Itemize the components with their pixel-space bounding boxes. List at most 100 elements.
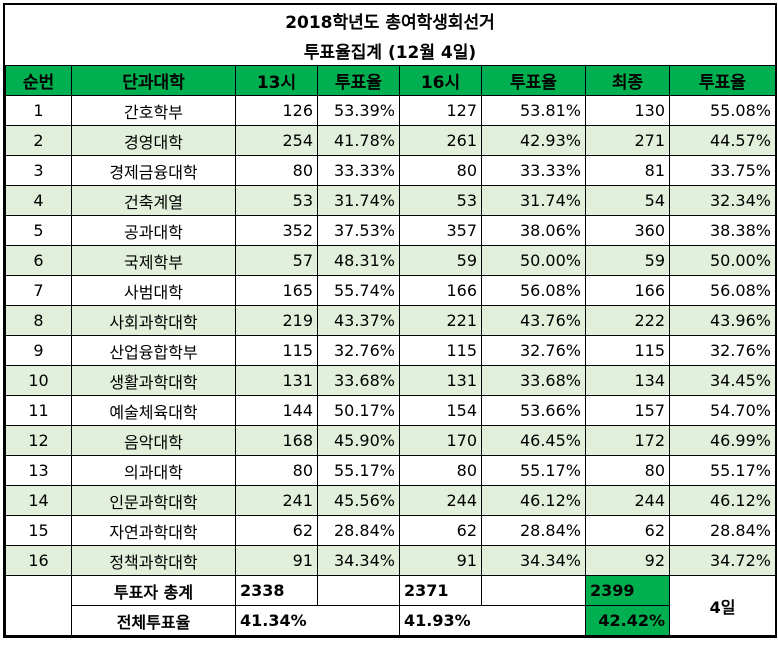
row-no: 6 xyxy=(5,245,72,276)
row-no: 7 xyxy=(5,275,72,306)
row-count-13h: 352 xyxy=(235,215,318,246)
total-blank-13 xyxy=(317,575,400,606)
table-row: 5 공과대학 352 37.53% 357 38.06% 360 38.38% xyxy=(5,215,776,246)
row-rate-16h: 43.76% xyxy=(481,305,586,336)
row-rate-13h: 50.17% xyxy=(317,395,400,426)
row-no: 13 xyxy=(5,455,72,486)
table-row: 2 경영대학 254 41.78% 261 42.93% 271 44.57% xyxy=(5,125,776,156)
header-final: 최종 xyxy=(585,65,670,96)
header-rate-13h: 투표율 xyxy=(317,65,400,96)
row-count-16h: 154 xyxy=(399,395,482,426)
title-line-2: 투표율집계 (12월 4일) xyxy=(303,42,477,63)
table-row: 4 건축계열 53 31.74% 53 31.74% 54 32.34% xyxy=(5,185,776,216)
row-count-13h: 80 xyxy=(235,455,318,486)
title-line-1: 2018학년도 총여학생회선거 xyxy=(285,12,495,33)
row-rate-13h: 43.37% xyxy=(317,305,400,336)
row-college: 의과대학 xyxy=(71,455,236,486)
table-row: 3 경제금융대학 80 33.33% 80 33.33% 81 33.75% xyxy=(5,155,776,186)
table-row: 8 사회과학대학 219 43.37% 221 43.76% 222 43.96% xyxy=(5,305,776,336)
row-count-16h: 80 xyxy=(399,455,482,486)
header-rate-16h: 투표율 xyxy=(481,65,586,96)
table-row: 7 사범대학 165 55.74% 166 56.08% 166 56.08% xyxy=(5,275,776,306)
header-row: 순번 단과대학 13시 투표율 16시 투표율 최종 투표율 xyxy=(5,65,776,96)
table-row: 12 음악대학 168 45.90% 170 46.45% 172 46.99% xyxy=(5,425,776,456)
total-blank-16 xyxy=(481,575,586,606)
row-rate-16h: 33.68% xyxy=(481,365,586,396)
row-count-16h: 244 xyxy=(399,485,482,516)
row-rate-16h: 31.74% xyxy=(481,185,586,216)
row-rate-16h: 38.06% xyxy=(481,215,586,246)
header-no: 순번 xyxy=(5,65,72,96)
row-no: 9 xyxy=(5,335,72,366)
row-count-16h: 357 xyxy=(399,215,482,246)
row-rate-final: 34.72% xyxy=(669,545,776,576)
row-count-final: 130 xyxy=(585,95,670,126)
row-count-16h: 131 xyxy=(399,365,482,396)
row-rate-16h: 32.76% xyxy=(481,335,586,366)
row-college: 공과대학 xyxy=(71,215,236,246)
vote-tally-sheet: 2018학년도 총여학생회선거 투표율집계 (12월 4일) 순번 단과대학 1… xyxy=(3,3,777,638)
row-no: 3 xyxy=(5,155,72,186)
row-rate-13h: 41.78% xyxy=(317,125,400,156)
row-college: 국제학부 xyxy=(71,245,236,276)
row-count-final: 244 xyxy=(585,485,670,516)
row-count-16h: 62 xyxy=(399,515,482,546)
table-row: 1 간호학부 126 53.39% 127 53.81% 130 55.08% xyxy=(5,95,776,126)
row-no: 16 xyxy=(5,545,72,576)
rate-final: 42.42% xyxy=(585,605,670,636)
row-count-13h: 115 xyxy=(235,335,318,366)
row-rate-16h: 33.33% xyxy=(481,155,586,186)
total-label: 투표자 총계 xyxy=(71,575,236,606)
row-rate-13h: 55.17% xyxy=(317,455,400,486)
row-rate-13h: 33.68% xyxy=(317,365,400,396)
row-rate-final: 38.38% xyxy=(669,215,776,246)
row-count-16h: 221 xyxy=(399,305,482,336)
row-college: 자연과학대학 xyxy=(71,515,236,546)
row-count-13h: 131 xyxy=(235,365,318,396)
header-college: 단과대학 xyxy=(71,65,236,96)
row-count-final: 271 xyxy=(585,125,670,156)
row-count-13h: 126 xyxy=(235,95,318,126)
row-count-final: 80 xyxy=(585,455,670,486)
row-count-final: 115 xyxy=(585,335,670,366)
row-count-16h: 170 xyxy=(399,425,482,456)
row-rate-13h: 45.90% xyxy=(317,425,400,456)
row-rate-16h: 34.34% xyxy=(481,545,586,576)
row-count-13h: 241 xyxy=(235,485,318,516)
row-count-13h: 62 xyxy=(235,515,318,546)
table-row: 15 자연과학대학 62 28.84% 62 28.84% 62 28.84% xyxy=(5,515,776,546)
row-rate-13h: 34.34% xyxy=(317,545,400,576)
row-rate-13h: 28.84% xyxy=(317,515,400,546)
row-rate-13h: 48.31% xyxy=(317,245,400,276)
row-no: 14 xyxy=(5,485,72,516)
row-no: 10 xyxy=(5,365,72,396)
row-college: 정책과학대학 xyxy=(71,545,236,576)
row-college: 음악대학 xyxy=(71,425,236,456)
row-no: 11 xyxy=(5,395,72,426)
row-count-13h: 219 xyxy=(235,305,318,336)
row-rate-13h: 31.74% xyxy=(317,185,400,216)
row-rate-final: 44.57% xyxy=(669,125,776,156)
rate-16h: 41.93% xyxy=(399,605,586,636)
row-count-13h: 168 xyxy=(235,425,318,456)
table-row: 11 예술체육대학 144 50.17% 154 53.66% 157 54.70% xyxy=(5,395,776,426)
row-count-16h: 261 xyxy=(399,125,482,156)
vote-table: 순번 단과대학 13시 투표율 16시 투표율 최종 투표율 1 간호학부 126 5… xyxy=(5,65,776,636)
row-count-final: 92 xyxy=(585,545,670,576)
row-count-final: 81 xyxy=(585,155,670,186)
row-rate-16h: 53.81% xyxy=(481,95,586,126)
row-rate-13h: 33.33% xyxy=(317,155,400,186)
rate-row: 전체투표율 41.34% 41.93% 42.42% xyxy=(6,605,776,636)
row-count-16h: 91 xyxy=(399,545,482,576)
table-row: 16 정책과학대학 91 34.34% 91 34.34% 92 34.72% xyxy=(5,545,776,576)
row-college: 건축계열 xyxy=(71,185,236,216)
header-16h: 16시 xyxy=(399,65,482,96)
table-row: 10 생활과학대학 131 33.68% 131 33.68% 134 34.45% xyxy=(5,365,776,396)
row-rate-16h: 46.45% xyxy=(481,425,586,456)
row-college: 사범대학 xyxy=(71,275,236,306)
row-rate-16h: 56.08% xyxy=(481,275,586,306)
row-rate-16h: 50.00% xyxy=(481,245,586,276)
row-count-13h: 254 xyxy=(235,125,318,156)
row-rate-final: 32.76% xyxy=(669,335,776,366)
row-count-13h: 165 xyxy=(235,275,318,306)
